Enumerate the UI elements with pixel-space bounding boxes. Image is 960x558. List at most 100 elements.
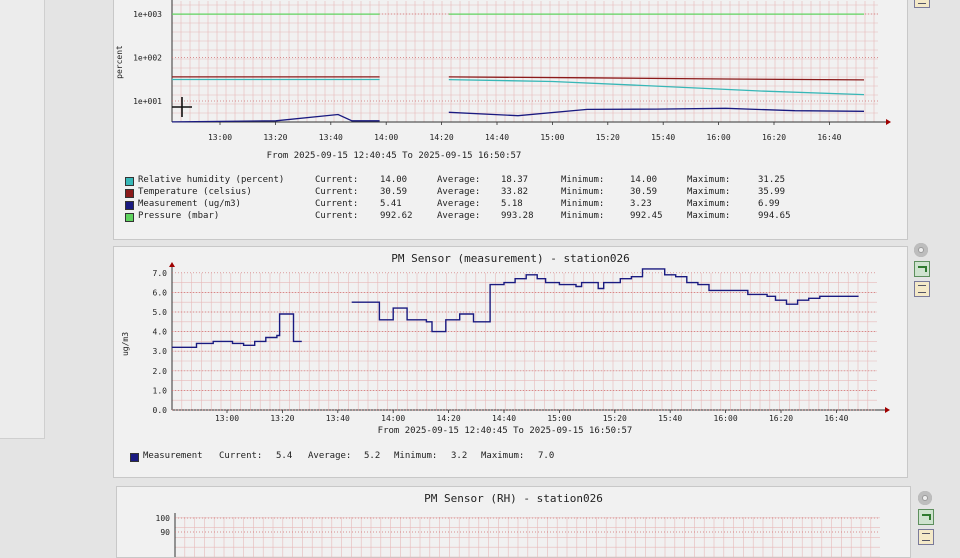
x-tick-label: 13:40 bbox=[319, 133, 343, 142]
x-tick-label: 15:20 bbox=[603, 414, 627, 423]
legend-maximum-value: 35.99 bbox=[758, 187, 786, 197]
legend-row-humidity: Relative humidity (percent) Current: 14.… bbox=[125, 175, 885, 187]
y-tick-label: 5.0 bbox=[153, 308, 168, 317]
pm-measurement-chart: 0.0 1.0 2.0 3.0 4.0 5.0 6.0 7.0 ug/m3 13:00 13:20 1… bbox=[121, 262, 890, 436]
legend-minimum-value: 14.00 bbox=[630, 175, 658, 185]
gear-icon[interactable] bbox=[918, 491, 932, 505]
series-line bbox=[172, 78, 865, 96]
legend-average-value: 33.82 bbox=[501, 187, 529, 197]
legend-current-label: Current: bbox=[315, 211, 359, 221]
y-tick-label: 100 bbox=[156, 514, 171, 523]
x-tick-label: 15:40 bbox=[658, 414, 682, 423]
x-tick-label: 16:20 bbox=[769, 414, 793, 423]
legend-current-value: 5.41 bbox=[380, 199, 402, 209]
legend-maximum-label: Maximum: bbox=[481, 451, 525, 461]
legend-row-temperature: Temperature (celsius) Current: 30.59 Ave… bbox=[125, 187, 885, 199]
x-tick-label: 14:20 bbox=[437, 414, 461, 423]
legend-minimum-label: Minimum: bbox=[561, 187, 605, 197]
refresh-icon[interactable] bbox=[914, 261, 930, 277]
x-tick-label: 16:00 bbox=[714, 414, 738, 423]
list-icon[interactable] bbox=[914, 0, 930, 8]
y-tick-label: 1e+001 bbox=[133, 97, 162, 106]
x-tick-label: 16:40 bbox=[824, 414, 848, 423]
side-icons-graph2 bbox=[914, 243, 932, 301]
legend-swatch-measurement bbox=[125, 201, 134, 210]
pm-measurement-legend: Measurement Current: 5.4 Average: 5.2 Mi… bbox=[130, 451, 830, 463]
y-tick-label: 1e+002 bbox=[133, 54, 162, 63]
x-tick-label: 15:00 bbox=[547, 414, 571, 423]
legend-average-value: 5.2 bbox=[364, 451, 381, 461]
x-tick-label: 13:00 bbox=[208, 133, 232, 142]
graph-panel-pm-measurement: PM Sensor (measurement) - station026 0.0… bbox=[113, 246, 908, 478]
legend-row-pressure: Pressure (mbar) Current: 992.62 Average:… bbox=[125, 211, 885, 223]
y-tick-label: 6.0 bbox=[153, 288, 168, 297]
legend-average-value: 993.28 bbox=[501, 211, 534, 221]
legend-average-label: Average: bbox=[437, 199, 481, 209]
time-range-label: From 2025-09-15 12:40:45 To 2025-09-15 1… bbox=[267, 151, 522, 161]
legend-current-value: 30.59 bbox=[380, 187, 408, 197]
legend-minimum-value: 3.2 bbox=[451, 451, 468, 461]
x-tick-label: 16:40 bbox=[817, 133, 841, 142]
legend-row-measurement: Measurement (ug/m3) Current: 5.41 Averag… bbox=[125, 199, 885, 211]
series-line bbox=[171, 268, 859, 348]
overview-chart: 1e+003 1e+002 1e+001 percent 13:00 13:20 13:40… bbox=[115, 0, 891, 161]
list-icon[interactable] bbox=[914, 281, 930, 297]
x-tick-label: 14:00 bbox=[374, 133, 398, 142]
legend-name: Measurement (ug/m3) bbox=[138, 199, 241, 209]
crosshair-cursor bbox=[172, 97, 192, 117]
series-line bbox=[172, 76, 865, 81]
y-tick-label: 4.0 bbox=[153, 328, 168, 337]
legend-current-label: Current: bbox=[315, 199, 359, 209]
pm-rh-chart: 100 90 bbox=[156, 513, 880, 558]
x-tick-label: 14:40 bbox=[492, 414, 516, 423]
legend-minimum-label: Minimum: bbox=[561, 211, 605, 221]
legend-maximum-value: 994.65 bbox=[758, 211, 791, 221]
graph-panel-overview: 1e+003 1e+002 1e+001 percent 13:00 13:20 13:40… bbox=[113, 0, 908, 240]
legend-swatch-humidity bbox=[125, 177, 134, 186]
x-tick-label: 13:20 bbox=[263, 133, 287, 142]
list-icon[interactable] bbox=[918, 529, 934, 545]
legend-maximum-label: Maximum: bbox=[687, 199, 731, 209]
side-icons-top bbox=[914, 0, 932, 12]
y-tick-label: 2.0 bbox=[153, 367, 168, 376]
legend-swatch-temperature bbox=[125, 189, 134, 198]
x-tick-label: 13:20 bbox=[270, 414, 294, 423]
series-line bbox=[171, 107, 865, 123]
legend-current-label: Current: bbox=[315, 175, 359, 185]
y-tick-label: 90 bbox=[160, 528, 170, 537]
legend-maximum-label: Maximum: bbox=[687, 175, 731, 185]
legend-minimum-label: Minimum: bbox=[394, 451, 438, 461]
legend-maximum-label: Maximum: bbox=[687, 187, 731, 197]
x-tick-label: 15:40 bbox=[651, 133, 675, 142]
x-tick-label: 13:00 bbox=[215, 414, 239, 423]
legend-average-label: Average: bbox=[437, 187, 481, 197]
graph-panel-pm-rh: PM Sensor (RH) - station026 100 90 bbox=[116, 486, 911, 558]
legend-average-value: 5.18 bbox=[501, 199, 523, 209]
legend-minimum-label: Minimum: bbox=[561, 199, 605, 209]
legend-name: Relative humidity (percent) bbox=[138, 175, 285, 185]
legend-maximum-value: 6.99 bbox=[758, 199, 780, 209]
legend-name: Temperature (celsius) bbox=[138, 187, 252, 197]
x-tick-label: 14:20 bbox=[430, 133, 454, 142]
legend-current-value: 5.4 bbox=[276, 451, 293, 461]
y-axis-label: ug/m3 bbox=[121, 332, 130, 356]
legend-row-measurement: Measurement Current: 5.4 Average: 5.2 Mi… bbox=[130, 451, 830, 463]
y-tick-label: 1.0 bbox=[153, 386, 168, 395]
y-tick-label: 3.0 bbox=[153, 347, 168, 356]
legend-name: Pressure (mbar) bbox=[138, 211, 220, 221]
x-tick-label: 15:00 bbox=[540, 133, 564, 142]
x-tick-label: 16:20 bbox=[762, 133, 786, 142]
overview-legend: Relative humidity (percent) Current: 14.… bbox=[125, 175, 885, 223]
x-tick-label: 16:00 bbox=[707, 133, 731, 142]
legend-maximum-value: 31.25 bbox=[758, 175, 786, 185]
x-tick-label: 13:40 bbox=[326, 414, 350, 423]
x-tick-label: 14:40 bbox=[485, 133, 509, 142]
x-axis-arrow bbox=[886, 119, 891, 125]
gear-icon[interactable] bbox=[914, 243, 928, 257]
legend-current-value: 992.62 bbox=[380, 211, 413, 221]
legend-maximum-label: Maximum: bbox=[687, 211, 731, 221]
refresh-icon[interactable] bbox=[918, 509, 934, 525]
y-axis-label: percent bbox=[115, 45, 124, 79]
x-axis-arrow bbox=[885, 407, 890, 413]
x-tick-label: 15:20 bbox=[596, 133, 620, 142]
